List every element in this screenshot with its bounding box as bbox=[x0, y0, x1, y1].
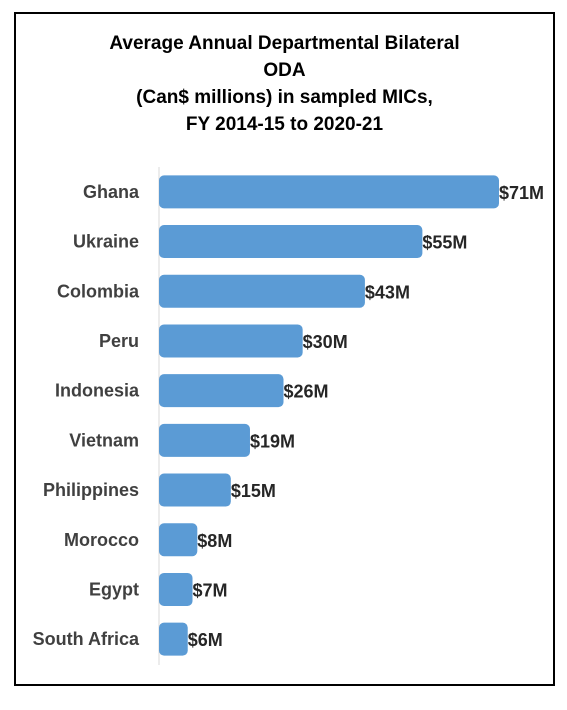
bar-south-africa bbox=[159, 622, 188, 656]
bar-philippines bbox=[159, 473, 231, 507]
bar-vietnam bbox=[159, 423, 250, 457]
category-label: Ghana bbox=[83, 182, 140, 202]
category-label: Ukraine bbox=[73, 232, 139, 252]
category-label: Indonesia bbox=[55, 381, 140, 401]
bar-colombia bbox=[159, 274, 365, 308]
category-label: Peru bbox=[99, 331, 139, 351]
chart-title-line-3: (Can$ millions) in sampled MICs, bbox=[136, 87, 433, 108]
bar-ukraine bbox=[159, 225, 423, 259]
bar-series: Ghana $71M Ukraine $55M Colombia $43M Peru $30M… bbox=[33, 175, 544, 656]
category-label: South Africa bbox=[33, 629, 140, 649]
bar-ghana bbox=[159, 175, 499, 209]
bar-peru bbox=[159, 324, 303, 358]
category-label: Morocco bbox=[64, 530, 139, 550]
data-label: $71M bbox=[499, 183, 544, 203]
data-label: $15M bbox=[231, 481, 276, 501]
data-label: $43M bbox=[365, 282, 410, 302]
chart-title: Average Annual Departmental Bilateral OD… bbox=[14, 30, 555, 138]
data-label: $19M bbox=[250, 431, 295, 451]
category-label: Vietnam bbox=[69, 430, 139, 450]
data-label: $8M bbox=[197, 531, 232, 551]
chart-frame bbox=[14, 12, 555, 686]
bar-indonesia bbox=[159, 374, 284, 408]
bar-egypt bbox=[159, 572, 193, 606]
chart-title-line-1: Average Annual Departmental Bilateral bbox=[109, 33, 460, 54]
data-label: $26M bbox=[284, 382, 329, 402]
bar-morocco bbox=[159, 523, 198, 557]
category-label: Egypt bbox=[89, 579, 139, 599]
data-label: $55M bbox=[422, 233, 467, 253]
chart-title-line-2: ODA bbox=[263, 60, 306, 81]
chart-title-line-4: FY 2014-15 to 2020-21 bbox=[185, 114, 384, 135]
data-label: $30M bbox=[303, 332, 348, 352]
data-label: $7M bbox=[193, 580, 228, 600]
data-label: $6M bbox=[188, 630, 223, 650]
category-label: Philippines bbox=[43, 480, 139, 500]
category-label: Colombia bbox=[57, 281, 140, 301]
